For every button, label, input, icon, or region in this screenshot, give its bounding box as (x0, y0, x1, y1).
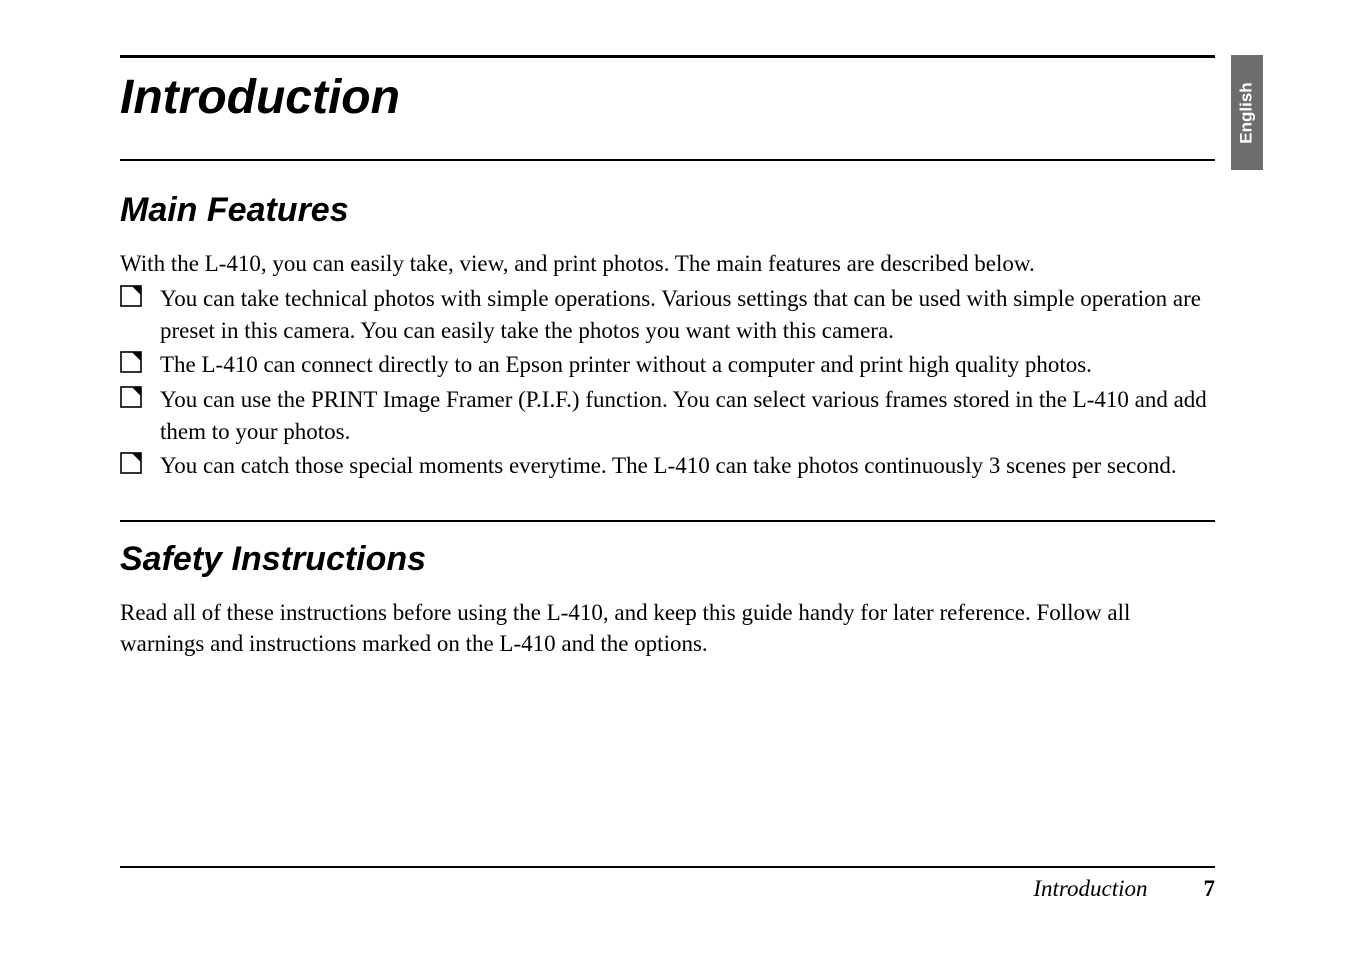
chapter-heading-block: Introduction (120, 55, 1215, 161)
list-item: The L-410 can connect directly to an Eps… (120, 349, 1215, 381)
section-title-main-features: Main Features (120, 191, 1215, 230)
footer-page-number: 7 (1204, 876, 1216, 902)
list-item-text: You can take technical photos with simpl… (160, 286, 1201, 343)
language-tab-label: English (1237, 82, 1257, 143)
list-item-text: The L-410 can connect directly to an Eps… (160, 352, 1092, 377)
list-item: You can catch those special moments ever… (120, 450, 1215, 482)
list-item: You can take technical photos with simpl… (120, 283, 1215, 347)
chapter-title: Introduction (120, 70, 1215, 125)
note-icon (120, 351, 142, 373)
language-tab: English (1231, 55, 1263, 170)
section2-body: Read all of these instructions before us… (120, 597, 1215, 659)
note-icon (120, 285, 142, 307)
list-item-text: You can use the PRINT Image Framer (P.I.… (160, 387, 1207, 444)
footer-chapter: Introduction (1033, 876, 1147, 902)
page-footer: Introduction 7 (120, 866, 1215, 902)
footer-rule (120, 866, 1215, 868)
list-item: You can use the PRINT Image Framer (P.I.… (120, 384, 1215, 448)
section-title-safety: Safety Instructions (120, 540, 1215, 579)
section-divider (120, 520, 1215, 522)
list-item-text: You can catch those special moments ever… (160, 453, 1177, 478)
feature-list: You can take technical photos with simpl… (120, 283, 1215, 482)
note-icon (120, 452, 142, 474)
section1-intro: With the L-410, you can easily take, vie… (120, 248, 1215, 279)
note-icon (120, 386, 142, 408)
page-content: Introduction Main Features With the L-41… (120, 55, 1215, 659)
